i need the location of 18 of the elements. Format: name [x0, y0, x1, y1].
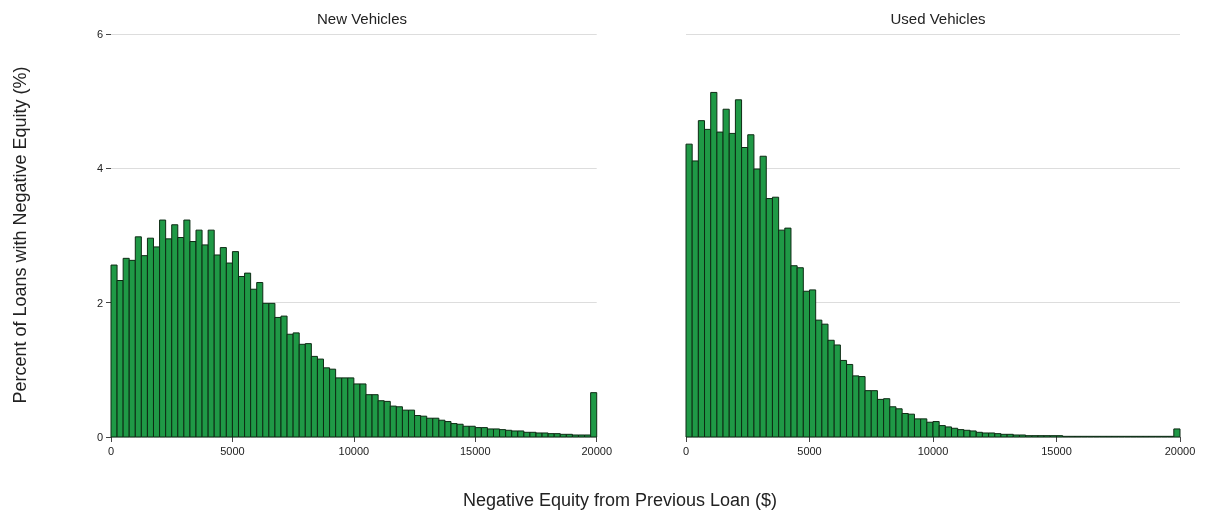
x-tick-label: 20000: [1164, 444, 1196, 457]
chart-title: Used Vehicles: [890, 10, 986, 27]
y-tick-label: 2: [96, 296, 103, 309]
chart-title: New Vehicles: [316, 10, 408, 27]
x-tick-label: 10000: [917, 444, 949, 457]
x-tick-label: 0: [107, 444, 115, 457]
x-tick-label: 10000: [338, 444, 370, 457]
x-tick-label: 5000: [220, 444, 245, 457]
y-axis-title: Percent of Loans with Negative Equity (%): [9, 66, 31, 404]
x-tick-label: 0: [682, 444, 690, 457]
x-tick-label: 5000: [797, 444, 822, 457]
x-tick-label: 15000: [459, 444, 491, 457]
y-tick-label: 6: [96, 28, 103, 40]
x-tick-label: 15000: [1041, 444, 1072, 457]
y-tick-label: 0: [96, 431, 103, 443]
y-tick-label: 4: [96, 162, 103, 175]
x-tick-label: 20000: [581, 444, 612, 457]
x-axis-title: Negative Equity from Previous Loan ($): [462, 489, 778, 511]
